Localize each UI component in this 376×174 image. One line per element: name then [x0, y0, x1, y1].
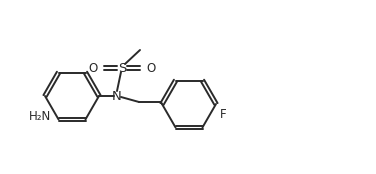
Text: O: O	[89, 61, 98, 74]
Text: S: S	[118, 61, 126, 74]
Text: N: N	[112, 89, 122, 102]
Text: F: F	[220, 108, 227, 121]
Text: O: O	[146, 61, 155, 74]
Text: H₂N: H₂N	[29, 110, 51, 123]
